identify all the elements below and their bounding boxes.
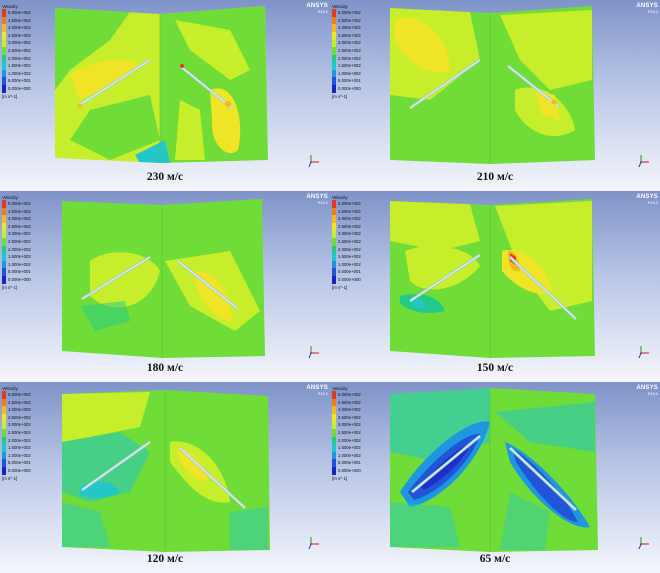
legend-title: Velocity xyxy=(2,386,18,391)
velocity-contour-field xyxy=(390,388,598,552)
legend-unit: [m s^-1] xyxy=(332,284,348,290)
ansys-logo: ANSYS R16.2 xyxy=(306,194,328,205)
legend-title: Velocity xyxy=(332,4,348,9)
velocity-legend: Velocity 5.000e+002 4.500e+002 4.000e+00… xyxy=(332,4,380,99)
velocity-legend: Velocity 5.000e+002 4.500e+002 4.000e+00… xyxy=(332,195,380,290)
velocity-contour-field xyxy=(62,390,270,552)
axis-triad-icon xyxy=(308,537,319,550)
velocity-contour-field xyxy=(62,199,265,358)
legend-title: Velocity xyxy=(2,4,18,9)
contour-panel-65: Velocity 5.000e+002 4.500e+002 4.000e+00… xyxy=(330,382,660,573)
ansys-logo: ANSYS R16.2 xyxy=(306,385,328,396)
legend-unit: [m s^-1] xyxy=(332,475,348,481)
legend-title: Velocity xyxy=(2,195,18,200)
ansys-logo: ANSYS R16.2 xyxy=(636,194,658,205)
velocity-legend: Velocity 5.000e+002 4.500e+002 4.000e+00… xyxy=(2,4,50,99)
velocity-contour-field xyxy=(390,6,595,164)
legend-title: Velocity xyxy=(332,386,348,391)
axis-triad-icon xyxy=(638,155,649,168)
axis-triad-icon xyxy=(308,155,319,168)
legend-unit: [m s^-1] xyxy=(2,475,18,481)
legend-unit: [m s^-1] xyxy=(2,284,18,290)
panel-caption: 210 м/с xyxy=(476,171,514,183)
legend-title: Velocity xyxy=(332,195,348,200)
ansys-logo: ANSYS R16.2 xyxy=(636,385,658,396)
panel-caption: 120 м/с xyxy=(146,553,184,565)
contour-panel-180: Velocity 5.000e+002 4.500e+002 4.000e+00… xyxy=(0,191,330,382)
legend-unit: [m s^-1] xyxy=(2,93,18,99)
velocity-contour-field xyxy=(55,6,268,163)
legend-unit: [m s^-1] xyxy=(332,93,348,99)
panel-caption: 65 м/с xyxy=(479,553,511,565)
panel-caption: 230 м/с xyxy=(146,171,184,183)
contour-panel-210: Velocity 5.000e+002 4.500e+002 4.000e+00… xyxy=(330,0,660,191)
contour-panel-230: Velocity 5.000e+002 4.500e+002 4.000e+00… xyxy=(0,0,330,191)
velocity-legend: Velocity 5.000e+002 4.500e+002 4.000e+00… xyxy=(332,386,380,481)
contour-panel-120: Velocity 5.000e+002 4.500e+002 4.000e+00… xyxy=(0,382,330,573)
ansys-logo: ANSYS R16.2 xyxy=(636,3,658,14)
axis-triad-icon xyxy=(638,346,649,359)
velocity-legend: Velocity 5.000e+002 4.500e+002 4.000e+00… xyxy=(2,386,50,481)
velocity-legend: Velocity 5.000e+002 4.500e+002 4.000e+00… xyxy=(2,195,50,290)
panel-caption: 150 м/с xyxy=(476,362,514,374)
panel-caption: 180 м/с xyxy=(146,362,184,374)
ansys-logo: ANSYS R16.2 xyxy=(306,3,328,14)
velocity-contour-field xyxy=(390,199,595,358)
contour-panel-150: Velocity 5.000e+002 4.500e+002 4.000e+00… xyxy=(330,191,660,382)
axis-triad-icon xyxy=(308,346,319,359)
axis-triad-icon xyxy=(638,537,649,550)
